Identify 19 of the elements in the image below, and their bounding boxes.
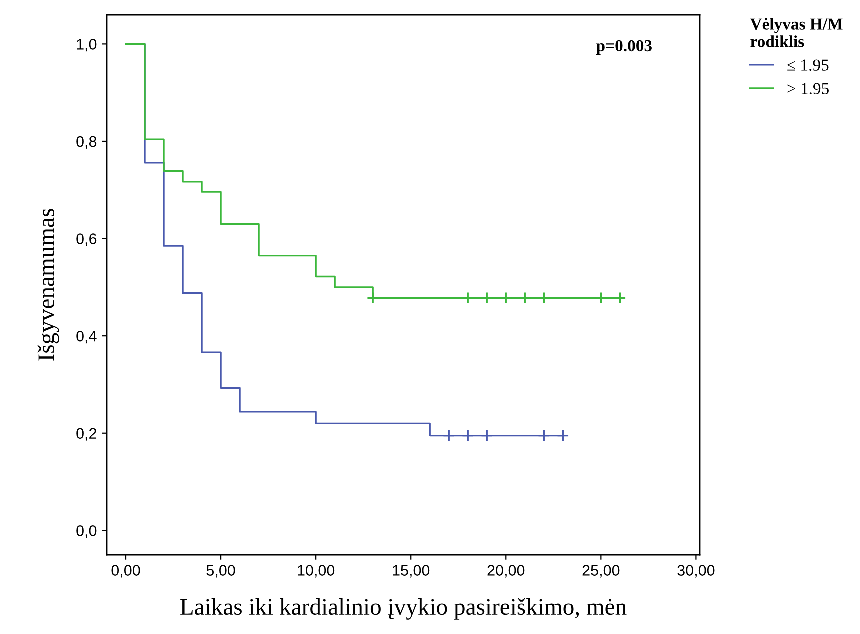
x-axis-title: Laikas iki kardialinio įvykio pasireiškimo, mėn [180,598,627,620]
x-tick-label: 25,00 [582,565,620,578]
x-tick-label: 10,00 [298,565,335,578]
y-tick-label: 0,8 [76,136,97,149]
x-tick-label: 5,00 [206,565,236,578]
y-tick-label: 0,6 [76,234,97,246]
x-tick-label: 30,00 [678,565,715,578]
x-tick-label: 20,00 [488,565,525,578]
y-tick-label: 0,4 [76,330,97,344]
y-tick-label: 0,0 [76,526,97,538]
x-tick-label: 15,00 [393,565,430,578]
y-tick-label: 0,2 [76,428,97,441]
legend-label: > 1.95 [788,83,829,95]
y-tick-label: 1,0 [77,39,97,52]
x-tick-label: 0,00 [112,565,140,578]
annotation: p=0.003 [596,40,652,55]
y-axis-title: Išgyvenamumas [38,209,60,361]
legend-label: ≤ 1.95 [788,60,829,71]
legend-title: Vėlyvas H/M rodiklis [750,18,843,48]
